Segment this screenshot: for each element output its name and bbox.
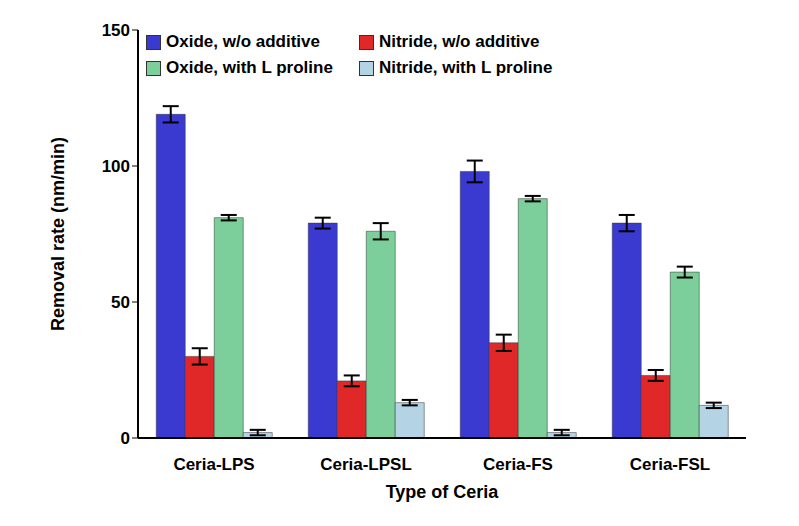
svg-text:Type of Ceria: Type of Ceria xyxy=(386,482,500,502)
svg-text:0: 0 xyxy=(121,429,130,448)
svg-text:100: 100 xyxy=(102,157,130,176)
html-text:Nitride, w/o additive: Nitride, w/o additive xyxy=(378,32,540,51)
html-text:Oxide, with L proline: Oxide, with L proline xyxy=(166,58,333,77)
html-text:Oxide, w/o additive: Oxide, w/o additive xyxy=(166,32,320,51)
svg-text:150: 150 xyxy=(102,21,130,40)
svg-text:Ceria-LPSL: Ceria-LPSL xyxy=(320,455,412,474)
svg-text:Ceria-LPS: Ceria-LPS xyxy=(173,455,254,474)
html-text:Nitride, with L proline: Nitride, with L proline xyxy=(378,58,553,77)
svg-text:Ceria-FS: Ceria-FS xyxy=(483,455,553,474)
svg-text:50: 50 xyxy=(111,293,130,312)
svg-text:Removal rate (nm/min): Removal rate (nm/min) xyxy=(48,137,68,331)
svg-text:Ceria-FSL: Ceria-FSL xyxy=(630,455,710,474)
